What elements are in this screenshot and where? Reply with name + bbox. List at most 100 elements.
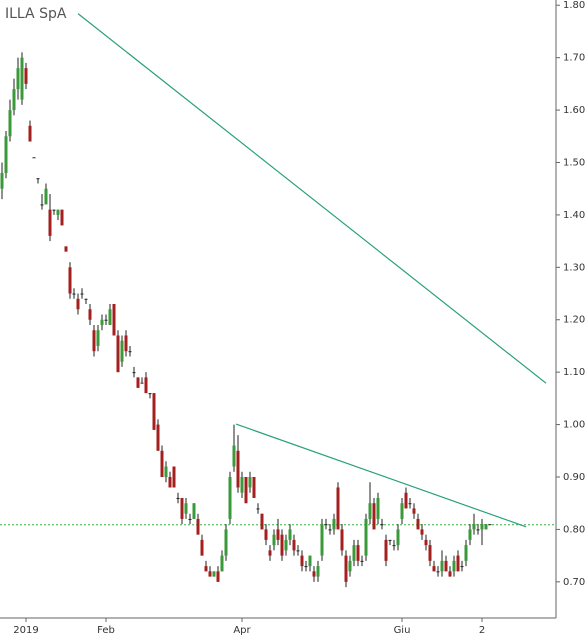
candle-body — [424, 539, 428, 546]
y-tick-label: 1.60 — [563, 105, 585, 116]
candle-body — [144, 377, 148, 394]
y-tick-label: 0.90 — [563, 472, 585, 483]
candle-body — [452, 560, 456, 572]
candle-body — [360, 560, 364, 562]
candle-body — [132, 372, 136, 374]
candle-body — [448, 571, 452, 577]
candle-body — [276, 529, 280, 540]
candle-body — [44, 188, 48, 205]
candle-body — [136, 377, 140, 388]
candle-body — [264, 529, 268, 540]
candle-body — [404, 492, 408, 509]
candle-body — [288, 529, 292, 540]
candle-body — [180, 497, 184, 519]
candle-body — [124, 335, 128, 352]
candle-body — [52, 209, 56, 211]
candle-body — [188, 518, 192, 520]
candle-body — [240, 476, 244, 493]
candle-body — [476, 529, 480, 531]
candle-body — [200, 539, 204, 556]
candle-body — [164, 466, 168, 477]
candle-body — [368, 503, 372, 519]
y-tick-label: 1.40 — [563, 210, 585, 221]
candle-body — [20, 57, 24, 100]
candle-body — [28, 125, 32, 142]
candle-body — [432, 566, 436, 572]
candle-body — [192, 503, 196, 519]
candle-body — [184, 503, 188, 514]
candle-body — [436, 571, 440, 573]
x-tick-label: 2 — [479, 625, 485, 636]
candle-body — [72, 293, 76, 295]
candle-body — [472, 524, 476, 530]
candle-body — [204, 566, 208, 572]
candle-body — [152, 393, 156, 430]
candle-body — [408, 503, 412, 505]
candle-body — [328, 529, 332, 531]
candle-body — [224, 529, 228, 556]
candle-body — [80, 293, 84, 295]
candle-body — [212, 571, 216, 577]
candle-body — [8, 110, 12, 137]
candle-body — [440, 560, 444, 572]
candle-body — [128, 351, 132, 353]
candle-body — [356, 545, 360, 561]
candle-body — [84, 298, 88, 300]
candle-body — [12, 89, 16, 111]
candle-body — [364, 518, 368, 556]
trend-line — [235, 423, 527, 528]
candle-body — [24, 68, 28, 84]
candle-body — [0, 172, 4, 189]
candle-body — [60, 209, 64, 226]
candle-body — [392, 545, 396, 547]
candle-body — [248, 476, 252, 488]
candle-body — [56, 209, 60, 215]
candle-body — [456, 555, 460, 572]
candle-body — [252, 476, 256, 498]
candle-body — [332, 518, 336, 530]
candle-body — [108, 309, 112, 325]
candle-body — [316, 566, 320, 577]
candle-body — [444, 560, 448, 572]
y-tick-label: 1.50 — [563, 157, 585, 168]
candle-body — [88, 309, 92, 320]
candle-body — [420, 529, 424, 535]
candle-body — [64, 246, 68, 252]
candle-body — [160, 450, 164, 477]
candle-body — [260, 513, 264, 530]
candle-body — [256, 508, 260, 510]
candle-body — [384, 539, 388, 561]
candle-body — [284, 539, 288, 551]
candle-body — [112, 304, 116, 336]
y-tick-label: 1.00 — [563, 420, 585, 431]
chart-title: ILLA SpA — [5, 6, 67, 22]
candle-body — [120, 340, 124, 362]
candle-body — [216, 571, 220, 582]
candle-body — [176, 497, 180, 499]
y-tick-label: 1.80 — [563, 0, 585, 11]
y-tick-label: 1.30 — [563, 262, 585, 273]
candle-body — [268, 550, 272, 556]
y-tick-label: 1.20 — [563, 315, 585, 326]
candle-body — [168, 476, 172, 488]
candle-body — [428, 545, 432, 561]
candle-body — [244, 476, 248, 504]
candle-body — [172, 466, 176, 488]
candle-body — [400, 503, 404, 519]
candle-body — [396, 529, 400, 546]
candle-body — [40, 204, 44, 206]
candle-body — [96, 330, 100, 346]
candle-body — [76, 298, 80, 310]
candle-body — [32, 157, 36, 159]
candle-body — [320, 524, 324, 556]
candle-body — [336, 487, 340, 530]
candle-body — [300, 555, 304, 567]
candle-body — [488, 524, 492, 526]
candle-body — [156, 424, 160, 451]
y-tick-label: 1.70 — [563, 53, 585, 64]
candle-body — [460, 566, 464, 568]
candle-body — [412, 508, 416, 514]
x-tick-label: Feb — [97, 625, 115, 636]
candle-body — [376, 497, 380, 519]
